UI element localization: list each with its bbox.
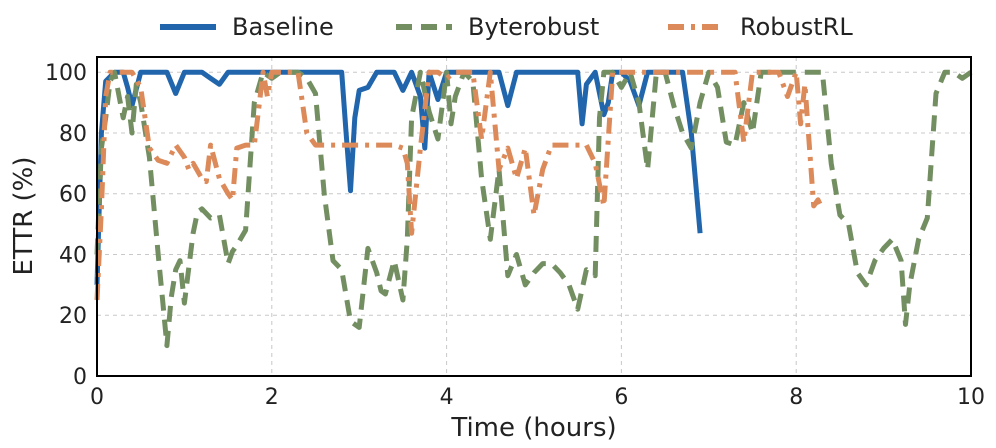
series-line-baseline: [94, 69, 703, 285]
legend-label: Byterobust: [468, 13, 599, 41]
y-tick-label: 0: [73, 365, 87, 390]
x-tick-label: 4: [440, 385, 454, 410]
x-tick-label: 6: [614, 385, 628, 410]
y-tick-label: 80: [59, 122, 87, 147]
x-axis-title: Time (hours): [450, 413, 616, 443]
series-line-robustrl: [94, 69, 825, 301]
x-tick-label: 8: [789, 385, 803, 410]
series-line-byterobust: [94, 69, 973, 349]
x-tick-label: 10: [957, 385, 985, 410]
y-tick-label: 20: [59, 304, 87, 329]
plot-frame: [96, 56, 972, 377]
y-tick-label: 100: [45, 61, 87, 86]
legend: Baseline Byterobust RobustRL: [160, 13, 853, 41]
x-tick-label: 0: [90, 385, 104, 410]
y-axis-title: ETTR (%): [9, 156, 39, 275]
y-tick-label: 60: [59, 183, 87, 208]
legend-label: RobustRL: [740, 13, 853, 41]
x-tick-label: 2: [265, 385, 279, 410]
legend-label: Baseline: [232, 13, 334, 41]
series-lines: [94, 69, 973, 349]
y-tick-label: 40: [59, 243, 87, 268]
